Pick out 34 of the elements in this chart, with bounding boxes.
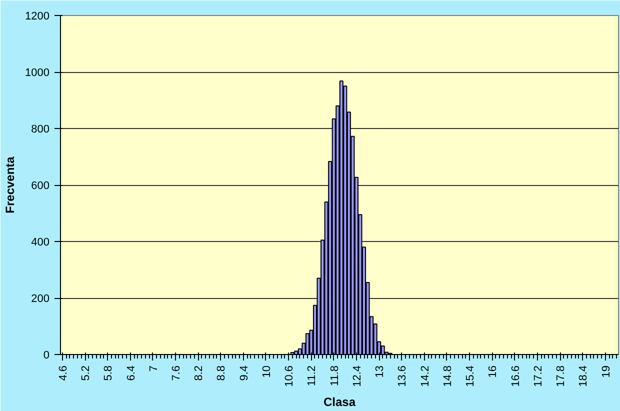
x-tick-label: 7.6 (170, 365, 182, 381)
x-axis-title: Clasa (323, 394, 356, 409)
y-tick-label: 800 (31, 124, 50, 136)
x-tick-label: 10.6 (284, 365, 296, 387)
x-tick-label: 6.4 (125, 365, 138, 381)
x-tick-label: 15.4 (464, 365, 477, 387)
x-tick-label: 19 (600, 365, 612, 378)
x-tick-label: 9.4 (238, 365, 250, 381)
x-tick-label: 7 (148, 365, 160, 372)
x-tick-label: 14.2 (419, 365, 432, 387)
x-tick-label: 13 (374, 365, 386, 378)
x-tick-label: 18.4 (578, 365, 590, 387)
x-tick-label: 5.2 (80, 365, 92, 381)
y-tick-label: 0 (43, 350, 50, 362)
x-tick-label: 17.2 (532, 365, 544, 387)
x-tick-label: 14.8 (442, 365, 454, 387)
x-tick-label: 5.8 (102, 365, 115, 381)
x-tick-label: 8.8 (216, 365, 228, 381)
x-tick-label: 10 (260, 365, 273, 378)
x-tick-label: 16 (487, 365, 500, 378)
y-tick-label: 1000 (25, 67, 50, 79)
y-tick-label: 400 (31, 236, 50, 248)
x-tick-label: 16.6 (510, 365, 522, 387)
y-tick-label: 1200 (25, 10, 50, 22)
y-tick-label: 200 (31, 293, 50, 305)
y-tick-label: 600 (31, 180, 50, 192)
x-tick-label: 8.2 (193, 365, 206, 381)
x-tick-label: 17.8 (555, 365, 568, 387)
x-tick-label: 12.4 (351, 365, 364, 387)
x-tick-label: 11.8 (328, 366, 341, 386)
x-tick-label: 11.2 (306, 366, 318, 386)
x-tick-label: 13.6 (396, 365, 409, 387)
y-axis-title: Frecventa (3, 156, 18, 214)
x-tick-label: 4.6 (57, 365, 70, 381)
